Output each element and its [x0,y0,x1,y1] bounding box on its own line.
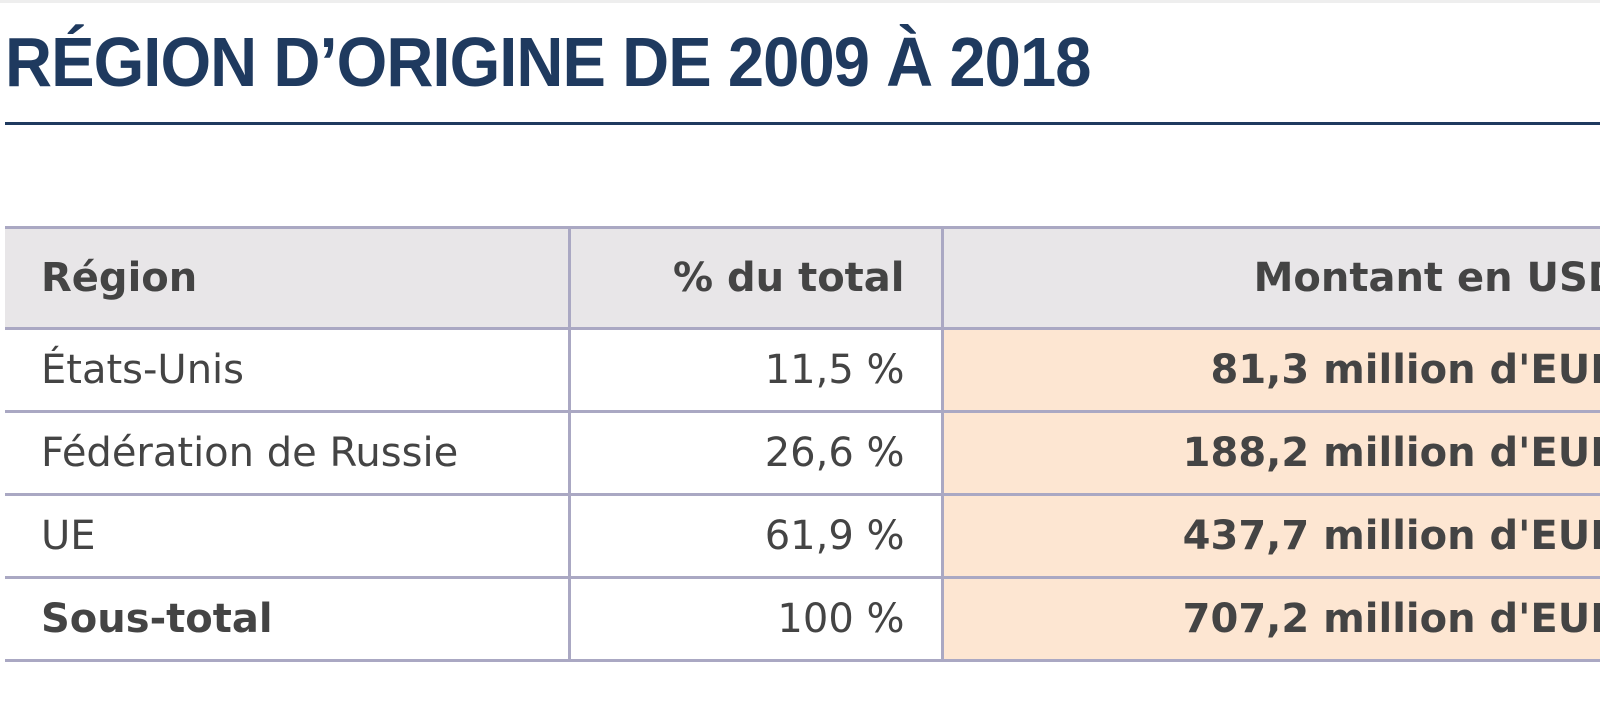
title-rule [5,122,1600,125]
table-row: États-Unis 11,5 % 81,3 million d'EUR [5,327,1600,413]
table-cell: 437,7 million d'EUR [940,493,1600,579]
top-border [0,0,1600,3]
table-cell: 100 % [567,576,942,662]
table-cell: 11,5 % [567,327,942,413]
table-cell: 26,6 % [567,410,942,496]
table-cell: UE [5,493,569,579]
table-cell: Sous-total [5,576,569,662]
column-header: % du total [567,226,942,330]
header-row: Région% du total Montant en USD [5,226,1600,330]
table-cell: 61,9 % [567,493,942,579]
table-cell: 188,2 million d'EUR [940,410,1600,496]
data-table: Région% du total Montant en USD États-Uni… [5,226,1600,662]
column-header: Région [5,226,569,330]
table-cell: 81,3 million d'EUR [940,327,1600,413]
column-header: Montant en USD [940,226,1600,330]
table-cell: Fédération de Russie [5,410,569,496]
table-row: UE 61,9 % 437,7 million d'EUR [5,493,1600,579]
table-row: Fédération de Russie 26,6 % 188,2 million … [5,410,1600,496]
table-cell: États-Unis [5,327,569,413]
table-container: Région% du total Montant en USD États-Uni… [5,226,1600,662]
table-row: Sous-total 100 % 707,2 million d'EUR [5,576,1600,662]
table-body: États-Unis 11,5 % 81,3 million d'EUR Fédéra… [5,327,1600,662]
page-title: RÉGION D’ORIGINE DE 2009 À 2018 [5,23,1091,101]
table-cell: 707,2 million d'EUR [940,576,1600,662]
